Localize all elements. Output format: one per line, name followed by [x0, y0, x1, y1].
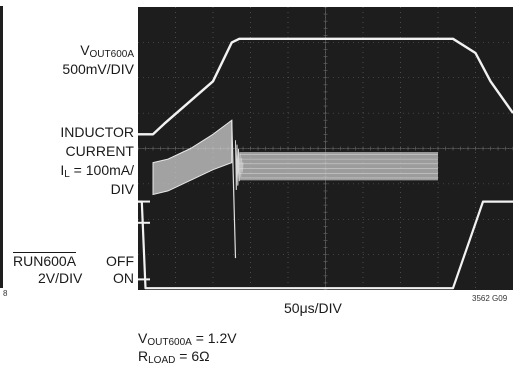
ch3-name: RUN600A [13, 253, 77, 269]
ch1-name: VOUT600A [80, 42, 134, 63]
graticule [138, 7, 513, 290]
ch2-line3-sub: L [64, 169, 70, 180]
ch2-line4: DIV [110, 181, 134, 197]
left-edge-border [0, 6, 3, 288]
ch2-line3: IL = 100mA/ [60, 162, 134, 183]
traces [138, 37, 513, 290]
cond1-main: V [138, 330, 148, 346]
ch3-scale: 2V/DIV [38, 270, 83, 286]
condition-vout: VOUT600A = 1.2V [138, 330, 237, 351]
left-fragment: 8 [3, 289, 8, 298]
ch2-line1: INDUCTOR [60, 124, 134, 140]
cond2-main: R [138, 348, 149, 364]
inductor-current-ramp [152, 119, 233, 196]
cond2-sub: LOAD [148, 355, 176, 366]
ch2-line2: CURRENT [65, 143, 134, 159]
ch1-scale: 500mV/DIV [62, 61, 134, 77]
ch2-line3-main: I [60, 162, 65, 178]
ch1-name-main: V [80, 42, 90, 58]
inductor-current-drop [231, 120, 237, 259]
condition-rload: RLOAD = 6Ω [138, 348, 210, 369]
figure-id: 3562 G09 [472, 294, 508, 303]
ch3-off: OFF [106, 253, 134, 269]
timebase-label: 50μs/DIV [284, 300, 342, 316]
cond1-sub: OUT600A [147, 337, 192, 348]
vout-trace [138, 37, 513, 136]
ch2-line3-rest: = 100mA/ [69, 162, 134, 178]
cond1-rest: = 1.2V [191, 330, 237, 346]
oscilloscope-screen [138, 7, 513, 290]
cond2-rest: = 6Ω [175, 348, 210, 364]
ch1-name-sub: OUT600A [89, 49, 134, 60]
inductor-current-ripple-band [239, 152, 438, 181]
ch3-on: ON [113, 270, 134, 286]
